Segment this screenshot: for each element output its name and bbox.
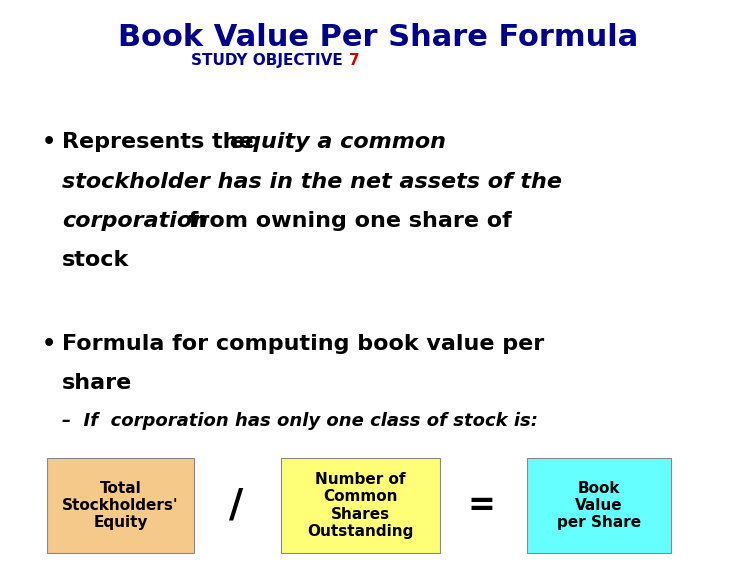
Text: Formula for computing book value per: Formula for computing book value per (62, 334, 544, 354)
Text: •: • (42, 334, 56, 354)
Text: •: • (42, 132, 56, 153)
Text: =: = (468, 489, 495, 522)
Text: Number of
Common
Shares
Outstanding: Number of Common Shares Outstanding (308, 472, 414, 539)
Text: stockholder has in the net assets of the: stockholder has in the net assets of the (62, 172, 562, 192)
Text: Book Value Per Share Formula: Book Value Per Share Formula (118, 23, 638, 52)
Text: equity a common: equity a common (230, 132, 446, 153)
Text: /: / (229, 487, 243, 524)
Text: –  If  corporation has only one class of stock is:: – If corporation has only one class of s… (62, 412, 538, 430)
Text: corporation: corporation (62, 211, 208, 231)
Text: 7: 7 (349, 53, 360, 68)
Text: stock: stock (62, 250, 129, 270)
Text: from owning one share of: from owning one share of (181, 211, 513, 231)
Text: Represents the: Represents the (62, 132, 262, 153)
Text: Book
Value
per Share: Book Value per Share (556, 480, 641, 530)
FancyBboxPatch shape (281, 458, 440, 553)
FancyBboxPatch shape (47, 458, 194, 553)
Text: share: share (62, 373, 132, 393)
FancyBboxPatch shape (527, 458, 671, 553)
Text: STUDY OBJECTIVE: STUDY OBJECTIVE (191, 53, 348, 68)
Text: Total
Stockholders'
Equity: Total Stockholders' Equity (62, 480, 179, 530)
